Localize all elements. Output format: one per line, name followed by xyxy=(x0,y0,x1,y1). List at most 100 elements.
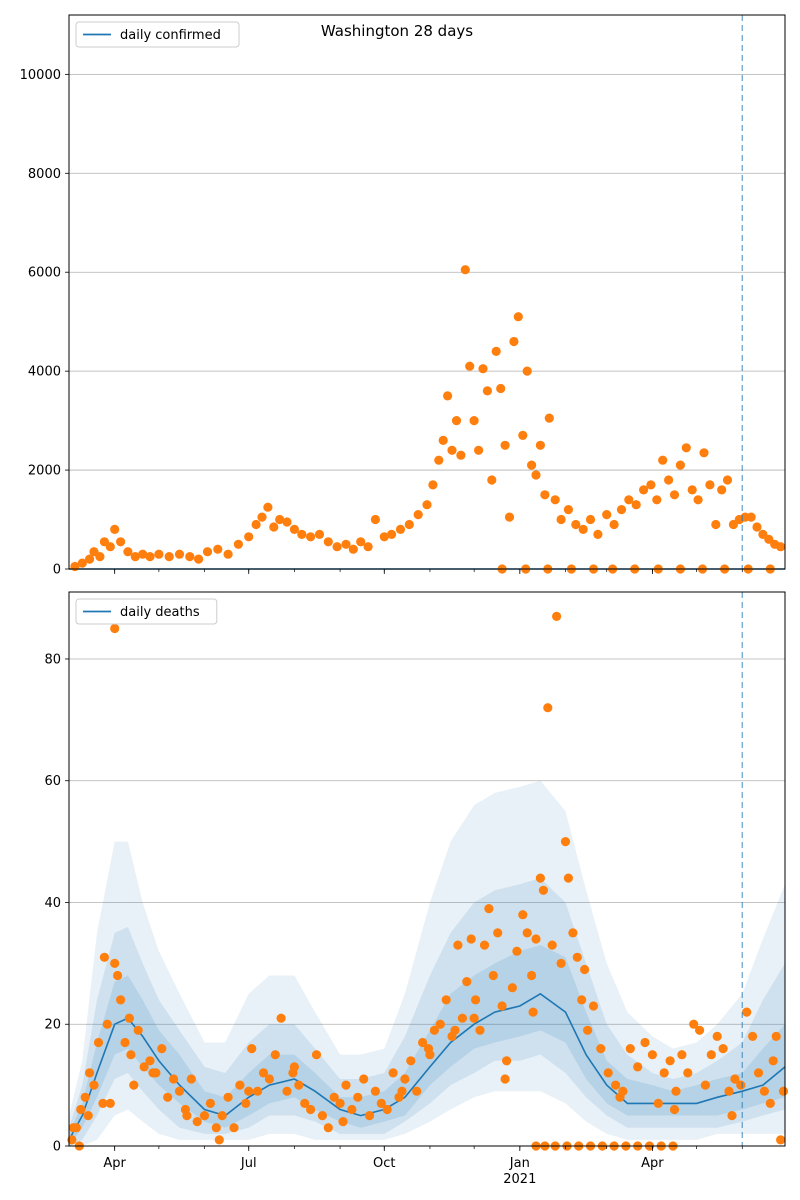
data-point xyxy=(422,500,432,510)
data-point xyxy=(341,539,351,549)
data-point xyxy=(746,512,756,522)
data-point xyxy=(717,485,727,495)
data-point xyxy=(671,1086,681,1096)
y-tick-label: 0 xyxy=(53,563,61,578)
data-point xyxy=(400,1074,410,1084)
data-point xyxy=(771,1031,781,1041)
data-point xyxy=(602,509,612,520)
data-point xyxy=(85,554,95,564)
data-point xyxy=(364,1111,375,1121)
legend-box xyxy=(75,21,240,48)
data-point xyxy=(568,928,578,938)
y-tick-label: 20 xyxy=(44,1018,61,1033)
data-point xyxy=(653,1098,663,1108)
data-point xyxy=(711,519,721,530)
data-point xyxy=(275,514,285,525)
y-tick-label: 6000 xyxy=(28,266,61,281)
data-point xyxy=(213,544,223,554)
data-point xyxy=(687,485,697,495)
data-point xyxy=(116,537,126,547)
data-point xyxy=(169,1074,179,1084)
data-point xyxy=(102,1019,112,1029)
data-point xyxy=(509,336,519,347)
data-point xyxy=(631,500,641,510)
data-point xyxy=(469,1013,479,1023)
data-point xyxy=(145,552,155,562)
data-point xyxy=(323,1123,333,1133)
data-point xyxy=(379,532,389,542)
data-point xyxy=(491,346,501,356)
data-point xyxy=(550,495,560,505)
data-point xyxy=(633,1062,643,1072)
data-point xyxy=(453,940,463,950)
data-point xyxy=(233,539,243,549)
data-point xyxy=(538,885,549,895)
data-point xyxy=(563,873,574,883)
data-point xyxy=(438,435,448,445)
data-point xyxy=(488,970,498,981)
data-point xyxy=(603,1068,613,1078)
data-point xyxy=(130,552,140,562)
data-point xyxy=(388,1068,398,1078)
data-point xyxy=(647,1050,658,1060)
y-tick-label: 8000 xyxy=(28,167,61,182)
data-point xyxy=(706,1050,716,1060)
data-point xyxy=(235,1080,245,1090)
data-point xyxy=(211,1123,221,1133)
data-point xyxy=(572,952,582,962)
data-point xyxy=(518,910,528,920)
plot-frame xyxy=(68,14,786,570)
y-tick-label: 2000 xyxy=(28,464,61,479)
data-point xyxy=(443,391,453,401)
data-point xyxy=(593,529,603,540)
data-point xyxy=(110,623,120,634)
data-point xyxy=(665,1056,675,1066)
data-point xyxy=(675,460,686,470)
data-point xyxy=(471,995,481,1005)
data-point xyxy=(705,480,715,490)
data-point xyxy=(718,1044,728,1054)
data-point xyxy=(205,1098,215,1108)
data-point xyxy=(289,524,299,535)
data-point xyxy=(639,485,649,495)
data-point xyxy=(528,1007,538,1017)
data-point xyxy=(124,1013,134,1023)
data-point xyxy=(418,1037,428,1048)
data-point xyxy=(689,1019,699,1029)
data-point xyxy=(139,1062,149,1072)
data-point xyxy=(93,1037,104,1048)
data-point xyxy=(451,416,462,426)
data-point xyxy=(560,837,571,847)
data-point xyxy=(447,445,457,455)
data-point xyxy=(174,1086,185,1096)
data-point xyxy=(314,529,325,540)
data-point xyxy=(585,514,596,525)
data-point xyxy=(335,1098,345,1108)
data-point xyxy=(753,1068,764,1078)
data-point xyxy=(428,480,438,490)
data-point xyxy=(487,475,497,485)
data-point xyxy=(693,495,703,505)
data-point xyxy=(727,1111,737,1121)
data-point xyxy=(722,475,733,485)
confidence-band-1 xyxy=(69,878,785,1146)
data-point xyxy=(652,495,662,505)
data-point xyxy=(289,1062,299,1072)
data-point xyxy=(625,1044,635,1054)
data-point xyxy=(76,1104,86,1115)
y-tick-label: 0 xyxy=(53,1140,61,1155)
data-point xyxy=(294,1080,304,1090)
data-point xyxy=(535,440,546,450)
data-point xyxy=(347,1104,357,1115)
data-point xyxy=(194,554,204,564)
data-point xyxy=(157,1044,167,1054)
data-point xyxy=(450,1025,460,1035)
data-point xyxy=(496,383,506,394)
data-point xyxy=(244,1086,254,1096)
data-point xyxy=(563,505,574,515)
data-point xyxy=(695,1025,705,1035)
data-point xyxy=(306,532,316,542)
data-point xyxy=(429,1025,439,1035)
data-point xyxy=(664,475,674,485)
data-point xyxy=(382,1104,392,1115)
